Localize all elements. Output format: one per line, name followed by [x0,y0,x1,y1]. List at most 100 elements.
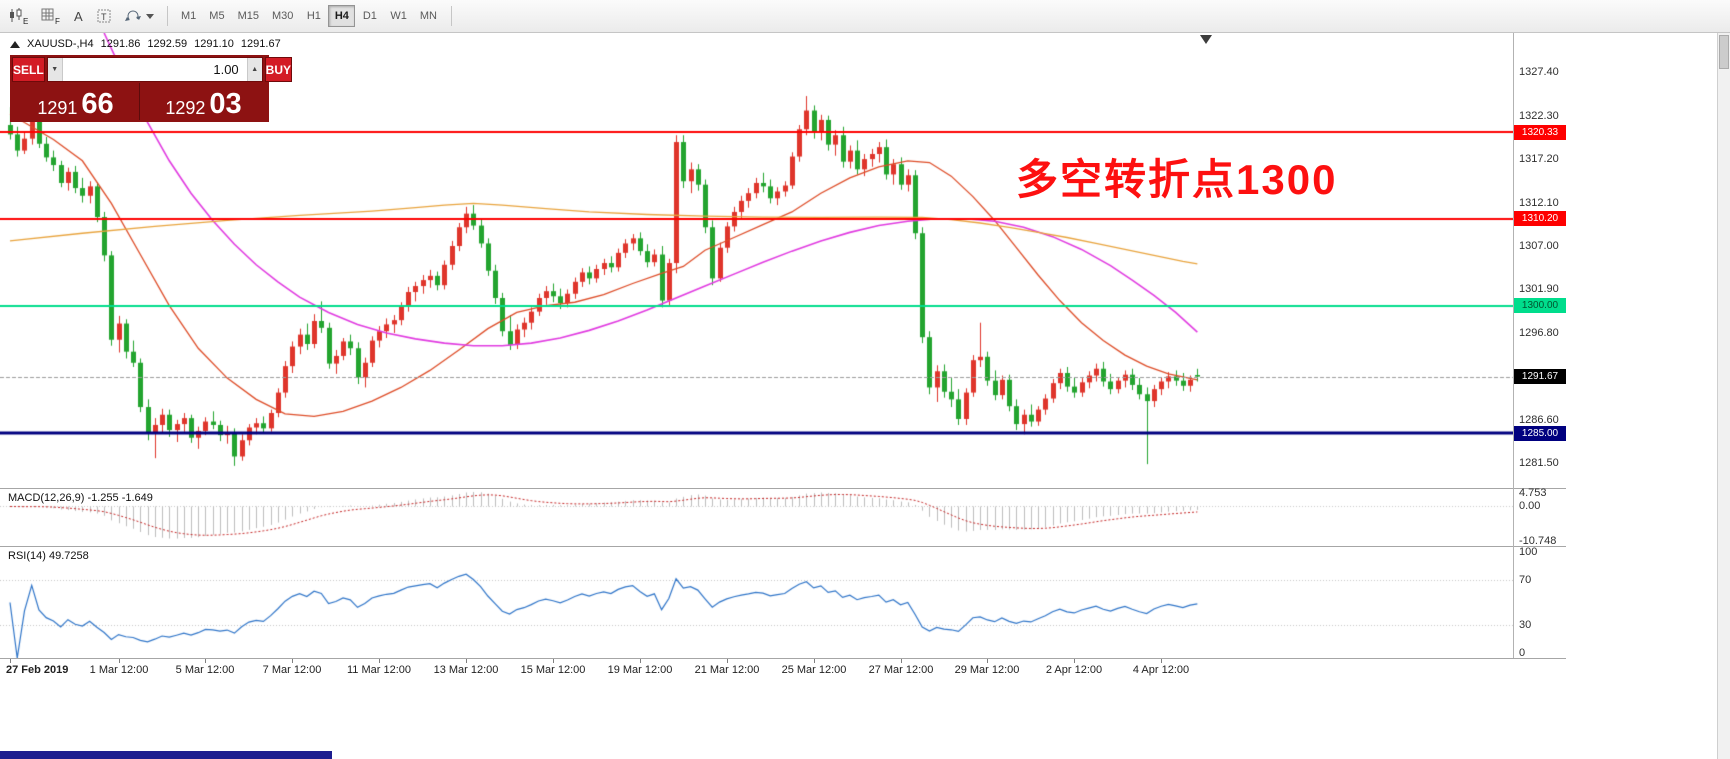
price-level-tag: 1310.20 [1514,211,1566,226]
ea-candles-icon-button[interactable]: E [4,4,34,28]
ohlc-close: 1291.67 [240,38,281,50]
chart-annotation-text: 多空转折点1300 [1016,156,1338,203]
time-axis-label: 25 Mar 12:00 [781,664,847,676]
ask-main: 1292 [165,98,206,118]
timeframe-button-m5[interactable]: M5 [209,10,225,22]
time-axis-tick [205,659,206,663]
scrollbar-thumb[interactable] [1719,35,1729,69]
chart-shift-marker-icon [1200,35,1212,44]
panel-separator[interactable] [0,546,1566,547]
rsi-axis-label: 70 [1519,574,1532,586]
panel-separator[interactable] [0,488,1566,489]
timeframe-group: M1 M5 M15 M30 H1 H4 D1 W1 MN [175,5,444,27]
timeframe-button-m15[interactable]: M15 [237,10,259,22]
time-axis-tick [10,659,11,663]
ask-pips: 03 [209,88,242,121]
time-axis-tick [379,659,380,663]
price-level-tag: 1285.00 [1514,426,1566,441]
time-axis-tick [292,659,293,663]
time-axis-label: 27 Mar 12:00 [868,664,934,676]
ask-quote[interactable]: 1292 03 [140,83,267,120]
timeframe-button-w1[interactable]: W1 [390,10,407,22]
time-axis-label: 4 Apr 12:00 [1132,664,1190,676]
price-axis-label: 1317.20 [1519,153,1559,165]
time-axis-separator [0,658,1566,659]
text-a-icon-button[interactable]: A [68,4,90,28]
price-axis-separator [1513,33,1514,658]
time-axis-label: 7 Mar 12:00 [262,664,322,676]
price-axis-label: 1312.10 [1519,197,1559,209]
time-axis-tick [727,659,728,663]
ohlc-open: 1291.86 [100,38,141,50]
volume-down-icon[interactable]: ▼ [47,58,63,81]
timeframe-button-mn[interactable]: MN [419,10,437,22]
timeframe-button-h4[interactable]: H4 [328,5,356,27]
volume-up-icon[interactable]: ▲ [246,58,262,81]
rsi-label: RSI(14) 49.7258 [8,550,89,562]
symbol-name: XAUUSD-,H4 [27,38,94,50]
bid-quote[interactable]: 1291 66 [12,83,140,120]
macd-axis-label: 4.753 [1519,487,1547,499]
ohlc-low: 1291.10 [194,38,234,50]
buy-button[interactable]: BUY [264,57,293,82]
time-axis-label: 21 Mar 12:00 [694,664,760,676]
chevron-down-icon [146,13,154,19]
svg-text:E: E [23,17,28,25]
volume-input[interactable] [62,58,247,81]
macd-label: MACD(12,26,9) -1.255 -1.649 [8,492,153,504]
time-axis-label: 2 Apr 12:00 [1045,664,1103,676]
vertical-scrollbar[interactable] [1717,33,1730,759]
toolbar: E F A T M1 M5 M15 M30 H1 H4 D1 W1 MN [0,0,1730,33]
timeframe-button-d1[interactable]: D1 [362,10,377,22]
symbol-info-line: XAUUSD-,H4 1291.86 1292.59 1291.10 1291.… [10,38,281,50]
grid-f-icon-button[interactable]: F [36,4,66,28]
svg-text:F: F [55,17,60,25]
sell-button[interactable]: SELL [12,57,45,82]
rsi-axis-label: 30 [1519,619,1532,631]
timeframe-button-h1[interactable]: H1 [306,10,321,22]
time-axis-tick [466,659,467,663]
svg-text:T: T [101,12,107,22]
timeframe-button-m30[interactable]: M30 [271,10,294,22]
time-axis-tick [640,659,641,663]
time-axis-label: 1 Mar 12:00 [89,664,149,676]
frame-t-icon-button[interactable]: T [92,4,118,28]
rsi-canvas[interactable] [0,547,1513,658]
one-click-trade-panel: SELL ▼ ▲ BUY 1291 66 1292 03 [10,55,293,122]
macd-canvas[interactable] [0,489,1513,546]
time-axis-label: 5 Mar 12:00 [175,664,235,676]
price-axis-label: 1281.50 [1519,457,1559,469]
price-axis-label: 1286.60 [1519,414,1559,426]
cycle-icon-button[interactable] [120,4,158,28]
price-axis-label: 1322.30 [1519,110,1559,122]
timeframe-button-m1[interactable]: M1 [181,10,197,22]
price-axis-label: 1301.90 [1519,283,1559,295]
time-axis-label: 15 Mar 12:00 [520,664,586,676]
rsi-axis-label: 0 [1519,647,1526,659]
time-axis-label: 13 Mar 12:00 [433,664,499,676]
time-axis-label: 27 Feb 2019 [6,664,69,676]
volume-spinner: ▼ ▲ [46,57,263,82]
one-click-collapse-icon[interactable] [10,40,20,48]
window-fragment-strip [0,751,332,759]
bid-main: 1291 [37,98,78,118]
rsi-axis-label: 100 [1519,546,1538,558]
ohlc-high: 1292.59 [147,38,188,50]
time-axis-tick [814,659,815,663]
toolbar-separator [167,6,168,26]
time-axis-tick [119,659,120,663]
toolbar-separator [450,6,452,26]
time-axis-tick [553,659,554,663]
price-axis-label: 1307.00 [1519,240,1559,252]
price-axis-label: 1327.40 [1519,66,1559,78]
time-axis-label: 29 Mar 12:00 [954,664,1020,676]
svg-text:A: A [74,9,83,24]
time-axis-label: 11 Mar 12:00 [346,664,412,676]
macd-axis-label: 0.00 [1519,500,1541,512]
time-axis-tick [987,659,988,663]
price-axis-label: 1296.80 [1519,327,1559,339]
macd-axis-label: -10.748 [1519,535,1557,547]
bid-pips: 66 [81,88,114,121]
